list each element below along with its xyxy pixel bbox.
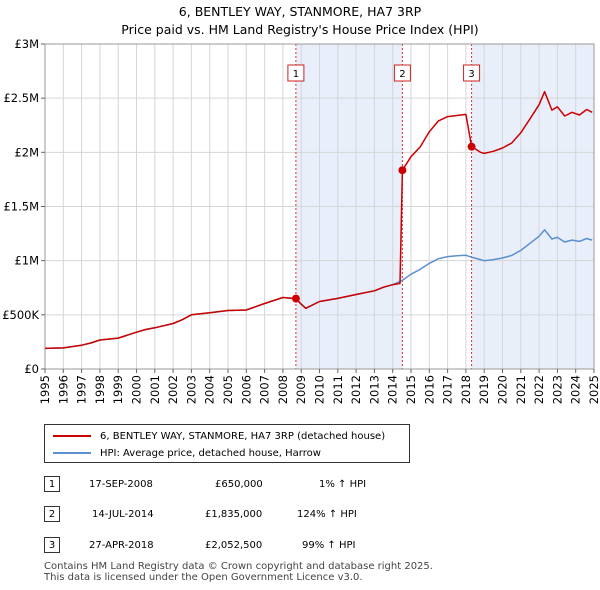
y-tick-label: £500K: [2, 308, 39, 322]
legend: 6, BENTLEY WAY, STANMORE, HA7 3RP (detac…: [44, 424, 410, 463]
transaction-number: 1: [44, 476, 60, 492]
x-tick-label: 1995: [38, 375, 52, 404]
transaction-number: 3: [44, 537, 60, 553]
legend-label-hpi: HPI: Average price, detached house, Harr…: [100, 447, 321, 459]
x-tick-label: 2000: [130, 375, 144, 404]
x-tick-label: 2022: [532, 375, 546, 404]
sale-label-number: 2: [399, 69, 405, 80]
transaction-date: 27-APR-2018: [89, 540, 154, 551]
x-tick-label: 2013: [367, 375, 381, 404]
x-tick-label: 2014: [386, 375, 400, 404]
transaction-number: 2: [44, 506, 60, 522]
x-tick-label: 2018: [459, 375, 473, 404]
y-tick-label: £3M: [14, 37, 39, 51]
x-tick-label: 2004: [203, 375, 217, 404]
x-tick-label: 2002: [166, 375, 180, 404]
sale-label-box: [463, 64, 481, 82]
legend-line-price: [53, 435, 91, 437]
x-tick-label: 2019: [477, 375, 491, 404]
x-tick-label: 2001: [148, 375, 162, 404]
transaction-hpi: 99% ↑ HPI: [302, 540, 356, 551]
x-tick-label: 2007: [258, 375, 272, 404]
y-tick-label: £0: [24, 362, 39, 376]
sale-label-box: [287, 64, 305, 82]
x-tick-label: 2011: [331, 375, 345, 404]
x-tick-label: 2024: [569, 375, 583, 404]
transaction-hpi: 1% ↑ HPI: [319, 479, 367, 490]
legend-item-hpi: HPI: Average price, detached house, Harr…: [53, 446, 321, 460]
x-tick-label: 2012: [349, 375, 363, 404]
chart-title: 6, BENTLEY WAY, STANMORE, HA7 3RP: [178, 4, 422, 19]
sale-label-box: [393, 64, 411, 82]
x-tick-label: 2021: [514, 375, 528, 404]
transaction-date: 14-JUL-2014: [92, 509, 154, 520]
x-tick-label: 2015: [404, 375, 418, 404]
x-tick-label: 2016: [422, 375, 436, 404]
x-tick-label: 2023: [550, 375, 564, 404]
footer-line-1: Contains HM Land Registry data © Crown c…: [44, 561, 433, 572]
transaction-price: £650,000: [215, 479, 263, 490]
price-series-line: [44, 90, 593, 350]
transaction-date: 17-SEP-2008: [89, 479, 153, 490]
transaction-price: £2,052,500: [205, 540, 263, 551]
x-tick-label: 2005: [221, 375, 235, 404]
sale-point: [398, 166, 407, 175]
sale-point: [467, 142, 476, 151]
x-tick-label: 1998: [93, 375, 107, 404]
x-tick-label: 1997: [75, 375, 89, 404]
transaction-price: £1,835,000: [205, 509, 263, 520]
chart-subtitle: Price paid vs. HM Land Registry's House …: [121, 22, 479, 37]
footer: Contains HM Land Registry data © Crown c…: [44, 561, 433, 583]
legend-item-price: 6, BENTLEY WAY, STANMORE, HA7 3RP (detac…: [53, 429, 385, 443]
x-tick-label: 2006: [239, 375, 253, 404]
sale-point: [291, 294, 300, 303]
y-tick-label: £1.5M: [3, 200, 39, 214]
x-tick-label: 1996: [56, 375, 70, 404]
sale-label-number: 1: [293, 69, 299, 80]
y-tick-label: £2.5M: [3, 91, 39, 105]
x-tick-label: 2020: [496, 375, 510, 404]
x-tick-label: 2025: [587, 375, 600, 404]
sale-label-number: 3: [468, 69, 474, 80]
legend-line-hpi: [53, 452, 91, 454]
y-tick-label: £2M: [14, 145, 39, 159]
x-tick-label: 2008: [276, 375, 290, 404]
y-tick-label: £1M: [14, 254, 39, 268]
price-chart: £0 £500K £1M £1.5M £2M £2.5M £3M 1995 1996 1997 19…: [2, 37, 600, 404]
x-tick-label: 2010: [313, 375, 327, 404]
x-tick-label: 2009: [294, 375, 308, 404]
x-tick-label: 2017: [441, 375, 455, 404]
transaction-hpi: 124% ↑ HPI: [297, 509, 357, 520]
legend-label-price: 6, BENTLEY WAY, STANMORE, HA7 3RP (detac…: [100, 430, 386, 442]
x-tick-label: 1999: [111, 375, 125, 404]
footer-line-2: This data is licensed under the Open Gov…: [44, 572, 363, 583]
x-tick-label: 2003: [184, 375, 198, 404]
